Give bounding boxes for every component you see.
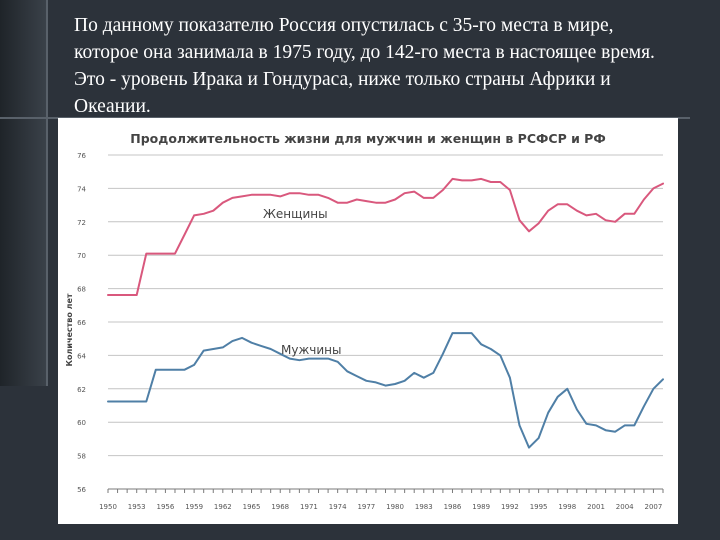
x-tick-label: 1965 [243, 503, 261, 511]
y-tick-labels: 76 74 72 70 68 66 64 62 60 58 56 [77, 152, 86, 494]
x-tick-label: 1998 [558, 503, 576, 511]
x-tick-label: 2007 [645, 503, 663, 511]
y-tick-label: 66 [77, 319, 86, 327]
x-tick-label: 1995 [530, 503, 548, 511]
x-tick-label: 1983 [415, 503, 433, 511]
slide-text-line: Океании. [74, 96, 151, 117]
y-tick-label: 76 [77, 152, 86, 160]
y-tick-label: 72 [77, 219, 86, 227]
x-tick-label: 1989 [472, 503, 490, 511]
x-tick-label: 1962 [214, 503, 232, 511]
x-tick-label: 1971 [300, 503, 318, 511]
x-tick-label: 2001 [587, 503, 605, 511]
x-tick-label: 1977 [357, 503, 375, 511]
left-accent-bar [0, 0, 48, 386]
x-tick-label: 1980 [386, 503, 404, 511]
y-tick-label: 68 [77, 286, 86, 294]
slide-text: По данному показателю Россия опустилась … [74, 12, 704, 120]
y-tick-label: 56 [77, 486, 86, 494]
y-tick-label: 70 [77, 252, 86, 260]
series-line-women [107, 177, 664, 296]
y-tick-label: 74 [77, 185, 86, 193]
y-tick-label: 58 [77, 453, 86, 461]
x-tick-label: 1950 [99, 503, 117, 511]
slide-text-line: которое она занимала в 1975 году, до 142… [74, 42, 655, 63]
series-label-men: Мужчины [281, 343, 341, 357]
x-tick-label: 1968 [271, 503, 289, 511]
y-tick-label: 60 [77, 419, 86, 427]
series-lines [107, 177, 664, 449]
series-line-men [107, 332, 664, 449]
chart-container: Продолжительность жизни для мужчин и жен… [58, 118, 678, 524]
chart-title: Продолжительность жизни для мужчин и жен… [130, 131, 606, 146]
y-axis-label: Количество лет [65, 293, 74, 366]
x-tick-label: 1959 [185, 503, 203, 511]
x-tick-label: 1974 [329, 503, 347, 511]
gridlines [107, 154, 664, 493]
y-tick-label: 64 [77, 352, 86, 360]
x-tick-label: 1956 [156, 503, 174, 511]
x-tick-label: 1953 [128, 503, 146, 511]
x-tick-labels: 1950 1953 1956 1959 1962 1965 1968 1971 1974 1977… [99, 503, 662, 511]
left-accent-bar-lower [0, 386, 46, 540]
series-label-women: Женщины [263, 207, 328, 221]
x-tick-label: 2004 [616, 503, 634, 511]
life-expectancy-chart: Продолжительность жизни для мужчин и жен… [65, 131, 664, 511]
x-tick-label: 1992 [501, 503, 519, 511]
slide-text-line: Это - уровень Ирака и Гондураса, ниже то… [74, 69, 611, 90]
y-tick-label: 62 [77, 386, 86, 394]
slide-text-line: По данному показателю Россия опустилась … [74, 15, 614, 36]
x-tick-label: 1986 [444, 503, 462, 511]
